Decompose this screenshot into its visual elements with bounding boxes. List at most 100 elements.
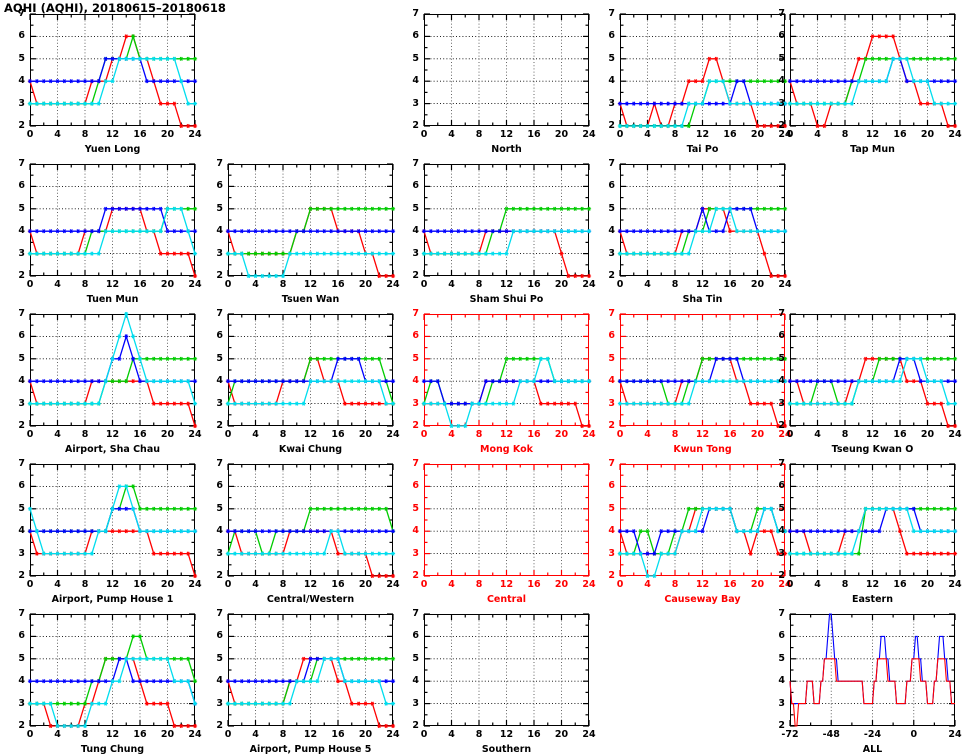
x-tick-label: 16 bbox=[133, 279, 147, 290]
y-tick-label: 4 bbox=[18, 75, 25, 87]
panel-title: Airport, Pump House 1 bbox=[51, 594, 174, 605]
y-tick-label: 7 bbox=[216, 308, 223, 319]
x-tick-label: 12 bbox=[303, 579, 318, 590]
x-tick-label: 8 bbox=[475, 729, 483, 740]
x-tick-label: 8 bbox=[841, 429, 849, 440]
x-tick-label: 4 bbox=[448, 729, 455, 740]
x-tick-label: 4 bbox=[252, 279, 259, 290]
y-tick-label: 7 bbox=[608, 458, 615, 469]
x-tick-label: 20 bbox=[554, 429, 569, 440]
x-tick-label: 8 bbox=[841, 579, 849, 590]
x-tick-label: 0 bbox=[786, 129, 794, 140]
plot-area bbox=[424, 14, 589, 126]
y-tick-label: 4 bbox=[608, 375, 615, 387]
y-tick-label: 7 bbox=[608, 158, 615, 169]
x-tick-label: 20 bbox=[358, 279, 373, 290]
x-tick-label: 0 bbox=[224, 729, 232, 740]
y-tick-label: 3 bbox=[608, 547, 615, 559]
panel-title: Tuen Mun bbox=[86, 294, 139, 305]
x-tick-label: 16 bbox=[527, 279, 541, 290]
x-tick-label: 4 bbox=[448, 429, 455, 440]
y-tick-label: 5 bbox=[18, 202, 25, 214]
y-tick-label: 6 bbox=[778, 30, 785, 42]
x-tick-label: 8 bbox=[475, 579, 483, 590]
y-tick-label: 6 bbox=[608, 330, 615, 342]
y-tick-label: 7 bbox=[778, 608, 785, 619]
x-tick-label: 16 bbox=[893, 129, 907, 140]
x-tick-label: 24 bbox=[188, 579, 202, 590]
y-tick-label: 5 bbox=[216, 652, 223, 664]
x-tick-label: 24 bbox=[582, 579, 596, 590]
x-tick-label: 0 bbox=[786, 429, 794, 440]
x-tick-label: 24 bbox=[948, 429, 962, 440]
y-tick-label: 6 bbox=[216, 630, 223, 642]
x-tick-label: 4 bbox=[814, 429, 821, 440]
x-tick-label: 12 bbox=[303, 429, 318, 440]
y-tick-label: 6 bbox=[18, 480, 25, 492]
y-tick-label: 7 bbox=[778, 8, 785, 19]
x-tick-label: 16 bbox=[331, 729, 345, 740]
x-tick-label: 24 bbox=[582, 279, 596, 290]
y-tick-label: 5 bbox=[412, 352, 419, 364]
x-tick-label: 20 bbox=[554, 279, 569, 290]
panel-title: Central/Western bbox=[266, 594, 355, 605]
y-tick-label: 6 bbox=[412, 180, 419, 192]
x-tick-label: 4 bbox=[644, 279, 651, 290]
y-tick-label: 5 bbox=[608, 352, 615, 364]
y-tick-label: 7 bbox=[412, 608, 419, 619]
x-tick-label: 12 bbox=[499, 729, 514, 740]
x-tick-label: 24 bbox=[188, 129, 202, 140]
panel-title: Yuen Long bbox=[84, 144, 141, 155]
y-tick-label: 4 bbox=[216, 375, 223, 387]
panel-title: Tung Chung bbox=[80, 744, 145, 755]
x-tick-label: 12 bbox=[499, 129, 514, 140]
x-tick-label: 0 bbox=[420, 729, 428, 740]
panel-title: Tseung Kwan O bbox=[831, 444, 914, 455]
plot-area bbox=[620, 14, 785, 126]
x-tick-label: -72 bbox=[781, 729, 799, 740]
x-tick-label: 8 bbox=[671, 429, 679, 440]
x-tick-label: 16 bbox=[527, 129, 541, 140]
plot-area bbox=[30, 14, 195, 126]
x-tick-label: 0 bbox=[616, 279, 624, 290]
y-tick-label: 3 bbox=[216, 397, 223, 409]
plot-area bbox=[790, 464, 955, 576]
panel-title: Kwai Chung bbox=[278, 444, 343, 455]
y-tick-label: 3 bbox=[216, 547, 223, 559]
x-tick-label: 4 bbox=[54, 579, 61, 590]
x-tick-label: 20 bbox=[750, 429, 765, 440]
plot-area bbox=[228, 164, 393, 276]
y-tick-label: 7 bbox=[18, 458, 25, 469]
y-tick-label: 5 bbox=[412, 52, 419, 64]
y-tick-label: 5 bbox=[778, 52, 785, 64]
y-tick-label: 3 bbox=[18, 247, 25, 259]
x-tick-label: 20 bbox=[160, 429, 175, 440]
y-tick-label: 5 bbox=[216, 502, 223, 514]
x-tick-label: 24 bbox=[582, 429, 596, 440]
x-tick-label: 12 bbox=[865, 579, 880, 590]
x-tick-label: 8 bbox=[671, 279, 679, 290]
x-tick-label: 8 bbox=[475, 279, 483, 290]
x-tick-label: 24 bbox=[188, 729, 202, 740]
y-tick-label: 4 bbox=[18, 225, 25, 237]
y-tick-label: 5 bbox=[18, 352, 25, 364]
x-tick-label: 16 bbox=[133, 129, 147, 140]
y-tick-label: 3 bbox=[412, 697, 419, 709]
x-tick-label: 24 bbox=[386, 729, 400, 740]
plot-area bbox=[30, 314, 195, 426]
x-tick-label: 20 bbox=[160, 579, 175, 590]
y-tick-label: 6 bbox=[18, 330, 25, 342]
x-tick-label: 20 bbox=[750, 129, 765, 140]
x-tick-label: 20 bbox=[358, 579, 373, 590]
y-tick-label: 6 bbox=[608, 180, 615, 192]
x-tick-label: 24 bbox=[778, 279, 792, 290]
x-tick-label: 24 bbox=[582, 729, 596, 740]
x-tick-label: 16 bbox=[133, 729, 147, 740]
x-tick-label: 4 bbox=[252, 429, 259, 440]
y-tick-label: 5 bbox=[608, 52, 615, 64]
x-tick-label: 12 bbox=[303, 729, 318, 740]
y-tick-label: 7 bbox=[608, 308, 615, 319]
y-tick-label: 6 bbox=[778, 480, 785, 492]
x-tick-label: 8 bbox=[671, 579, 679, 590]
